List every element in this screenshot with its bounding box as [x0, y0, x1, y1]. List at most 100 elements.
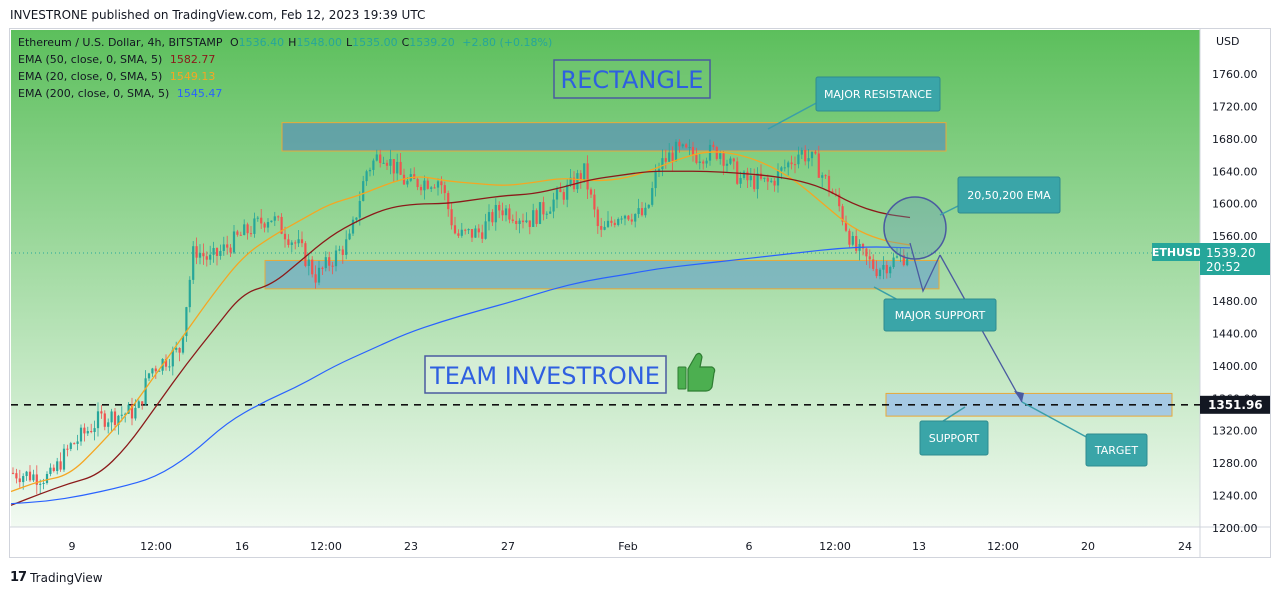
- candle-up[interactable]: [576, 169, 579, 193]
- candle-up[interactable]: [290, 240, 293, 253]
- candle-down[interactable]: [433, 184, 436, 189]
- candle-down[interactable]: [824, 174, 827, 179]
- candle-up[interactable]: [273, 211, 276, 227]
- candle-up[interactable]: [368, 167, 372, 177]
- candle-down[interactable]: [113, 407, 117, 431]
- candle-down[interactable]: [865, 247, 868, 265]
- candle-up[interactable]: [719, 150, 722, 165]
- candle-up[interactable]: [651, 181, 654, 207]
- candle-down[interactable]: [202, 243, 205, 265]
- candle-up[interactable]: [49, 463, 52, 477]
- candle-up[interactable]: [253, 212, 256, 238]
- candle-down[interactable]: [885, 260, 888, 279]
- candle-down[interactable]: [572, 171, 576, 193]
- resistance-zone[interactable]: [281, 122, 947, 152]
- candle-down[interactable]: [872, 254, 875, 272]
- candle-up[interactable]: [810, 151, 814, 167]
- candle-up[interactable]: [742, 170, 746, 180]
- candle-up[interactable]: [69, 441, 72, 452]
- candle-up[interactable]: [107, 418, 110, 434]
- candle-down[interactable]: [195, 237, 198, 265]
- candle-down[interactable]: [593, 189, 596, 218]
- candle-down[interactable]: [246, 222, 249, 240]
- candle-up[interactable]: [124, 412, 127, 423]
- candle-up[interactable]: [668, 143, 671, 162]
- candle-up[interactable]: [198, 244, 202, 265]
- candle-down[interactable]: [450, 203, 453, 230]
- candle-up[interactable]: [96, 402, 100, 437]
- candle-down[interactable]: [844, 215, 848, 233]
- candle-down[interactable]: [664, 149, 667, 169]
- candle-down[interactable]: [130, 397, 134, 426]
- candle-up[interactable]: [79, 424, 83, 446]
- candle-up[interactable]: [770, 177, 773, 184]
- candle-up[interactable]: [188, 276, 191, 313]
- candle-up[interactable]: [168, 359, 171, 372]
- candle-down[interactable]: [691, 141, 695, 162]
- candle-down[interactable]: [443, 181, 446, 201]
- candle-down[interactable]: [511, 214, 514, 224]
- candle-up[interactable]: [797, 146, 800, 169]
- candle-up[interactable]: [151, 367, 154, 377]
- candle-down[interactable]: [59, 452, 62, 472]
- candle-up[interactable]: [362, 175, 365, 202]
- callout-ema[interactable]: 20,50,200 EMA: [939, 176, 1061, 216]
- candle-down[interactable]: [100, 405, 103, 419]
- candle-down[interactable]: [103, 410, 106, 431]
- candle-down[interactable]: [399, 153, 402, 175]
- candle-down[interactable]: [790, 155, 793, 170]
- candle-up[interactable]: [552, 192, 555, 219]
- candle-up[interactable]: [147, 372, 151, 382]
- candle-down[interactable]: [311, 256, 314, 278]
- candle-up[interactable]: [467, 228, 470, 235]
- candle-down[interactable]: [314, 265, 317, 289]
- candle-up[interactable]: [569, 169, 572, 187]
- candle-up[interactable]: [698, 153, 701, 170]
- candle-down[interactable]: [586, 155, 589, 200]
- candle-up[interactable]: [317, 260, 321, 286]
- candle-down[interactable]: [630, 213, 633, 225]
- candle-down[interactable]: [205, 251, 208, 267]
- candle-down[interactable]: [753, 168, 756, 192]
- candle-up[interactable]: [494, 198, 497, 231]
- candle-up[interactable]: [654, 164, 657, 197]
- candle-down[interactable]: [90, 423, 93, 434]
- candle-down[interactable]: [600, 217, 603, 238]
- candle-up[interactable]: [776, 163, 780, 193]
- price-chart[interactable]: USD1200.001240.001280.001320.001360.0014…: [10, 29, 1271, 558]
- candle-down[interactable]: [498, 201, 501, 219]
- candle-up[interactable]: [460, 222, 463, 238]
- candle-down[interactable]: [640, 201, 644, 217]
- candle-up[interactable]: [634, 213, 637, 228]
- candle-down[interactable]: [491, 209, 494, 227]
- candle-down[interactable]: [685, 143, 688, 149]
- candle-down[interactable]: [416, 177, 419, 191]
- candle-up[interactable]: [800, 147, 803, 159]
- candle-down[interactable]: [712, 141, 715, 150]
- candle-up[interactable]: [644, 202, 647, 218]
- candle-down[interactable]: [521, 213, 525, 229]
- tradingview-logo-icon[interactable]: 17: [10, 570, 27, 585]
- candle-up[interactable]: [175, 341, 178, 353]
- candle-up[interactable]: [549, 206, 552, 215]
- candle-up[interactable]: [705, 157, 708, 168]
- candle-up[interactable]: [882, 256, 885, 280]
- candle-down[interactable]: [464, 228, 467, 235]
- candle-up[interactable]: [647, 204, 650, 210]
- candle-up[interactable]: [783, 159, 786, 172]
- candle-down[interactable]: [15, 468, 18, 484]
- candle-down[interactable]: [392, 159, 395, 182]
- candle-up[interactable]: [396, 153, 399, 181]
- candle-down[interactable]: [236, 229, 239, 237]
- callout-support[interactable]: SUPPORT: [919, 406, 989, 456]
- candle-up[interactable]: [307, 253, 310, 276]
- candle-down[interactable]: [328, 251, 331, 272]
- candle-down[interactable]: [875, 260, 878, 279]
- candle-down[interactable]: [827, 169, 831, 197]
- candle-down[interactable]: [379, 149, 382, 168]
- candle-down[interactable]: [841, 203, 844, 226]
- candle-down[interactable]: [283, 226, 287, 248]
- candle-down[interactable]: [154, 365, 157, 379]
- candle-down[interactable]: [263, 221, 266, 233]
